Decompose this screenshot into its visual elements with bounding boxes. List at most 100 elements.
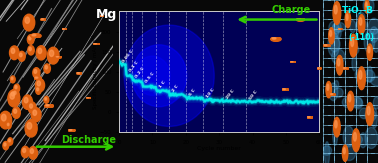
Y-axis label: Specific capacity / mAh g⁻¹: Specific capacity / mAh g⁻¹ [92, 34, 98, 109]
Ellipse shape [335, 27, 341, 39]
Text: 5 C: 5 C [189, 88, 197, 96]
Circle shape [38, 48, 42, 54]
Circle shape [11, 48, 15, 53]
Circle shape [32, 34, 36, 36]
Ellipse shape [363, 70, 375, 82]
Text: (-110): (-110) [349, 33, 374, 42]
Ellipse shape [359, 22, 364, 30]
Circle shape [351, 38, 354, 47]
Circle shape [21, 146, 29, 158]
Text: 0.1 C: 0.1 C [129, 60, 139, 73]
Circle shape [367, 44, 372, 60]
Circle shape [10, 90, 18, 101]
Circle shape [29, 147, 37, 159]
Circle shape [350, 34, 357, 57]
Circle shape [291, 61, 293, 62]
Circle shape [27, 35, 34, 44]
Text: Mg: Mg [96, 8, 117, 21]
Circle shape [11, 77, 13, 80]
Ellipse shape [365, 127, 378, 148]
Ellipse shape [351, 45, 359, 54]
Ellipse shape [132, 45, 187, 107]
Circle shape [338, 59, 340, 66]
Text: 2 C: 2 C [172, 84, 180, 93]
Circle shape [358, 15, 365, 34]
Circle shape [27, 123, 32, 129]
Circle shape [297, 18, 301, 20]
Circle shape [367, 106, 370, 115]
Ellipse shape [328, 33, 339, 57]
Circle shape [24, 97, 28, 103]
Circle shape [326, 82, 332, 98]
Circle shape [94, 43, 96, 44]
Circle shape [29, 104, 33, 108]
Circle shape [358, 67, 366, 90]
Circle shape [283, 89, 285, 90]
Ellipse shape [372, 108, 377, 128]
Circle shape [28, 36, 31, 40]
Text: 20 C: 20 C [225, 89, 235, 99]
Circle shape [45, 66, 48, 69]
Circle shape [7, 123, 9, 126]
Circle shape [307, 116, 313, 119]
Circle shape [365, 0, 369, 13]
Circle shape [34, 77, 42, 80]
Circle shape [23, 148, 26, 153]
Circle shape [343, 148, 345, 154]
Ellipse shape [363, 0, 374, 14]
Circle shape [56, 56, 59, 57]
Circle shape [47, 47, 59, 64]
Circle shape [87, 97, 91, 99]
Circle shape [334, 5, 337, 14]
Circle shape [36, 87, 41, 94]
Circle shape [366, 103, 373, 126]
Circle shape [352, 129, 360, 152]
Circle shape [14, 84, 20, 92]
Ellipse shape [322, 146, 332, 155]
Circle shape [46, 104, 49, 106]
Circle shape [359, 18, 362, 25]
Text: 0.2 C: 0.2 C [135, 66, 146, 79]
Circle shape [324, 44, 327, 46]
Circle shape [56, 56, 62, 58]
Ellipse shape [124, 25, 214, 126]
Circle shape [271, 37, 281, 41]
Ellipse shape [332, 49, 345, 64]
X-axis label: Cycle number: Cycle number [197, 146, 241, 151]
Circle shape [338, 28, 342, 30]
Circle shape [42, 19, 43, 20]
Circle shape [31, 108, 41, 122]
Circle shape [25, 17, 29, 23]
Circle shape [342, 145, 348, 161]
Circle shape [37, 88, 39, 91]
Circle shape [335, 120, 337, 128]
Ellipse shape [342, 97, 352, 108]
Ellipse shape [355, 69, 366, 81]
Circle shape [296, 18, 305, 21]
Ellipse shape [356, 19, 367, 33]
Circle shape [87, 97, 89, 98]
Ellipse shape [333, 22, 345, 32]
Circle shape [4, 143, 6, 146]
Circle shape [9, 46, 19, 60]
Circle shape [29, 47, 31, 51]
Circle shape [10, 93, 14, 99]
Circle shape [10, 76, 15, 83]
Circle shape [20, 53, 22, 57]
Circle shape [282, 88, 289, 91]
Circle shape [6, 122, 11, 129]
Circle shape [0, 111, 12, 129]
Circle shape [34, 69, 37, 73]
Ellipse shape [334, 81, 339, 89]
Text: 10 C: 10 C [205, 88, 215, 99]
Ellipse shape [329, 83, 338, 101]
Ellipse shape [334, 88, 343, 98]
Circle shape [36, 79, 45, 92]
Ellipse shape [372, 29, 378, 52]
Ellipse shape [350, 20, 356, 33]
Circle shape [328, 28, 334, 44]
Circle shape [41, 18, 46, 21]
Circle shape [12, 107, 20, 118]
Circle shape [8, 90, 20, 107]
Circle shape [290, 61, 296, 63]
